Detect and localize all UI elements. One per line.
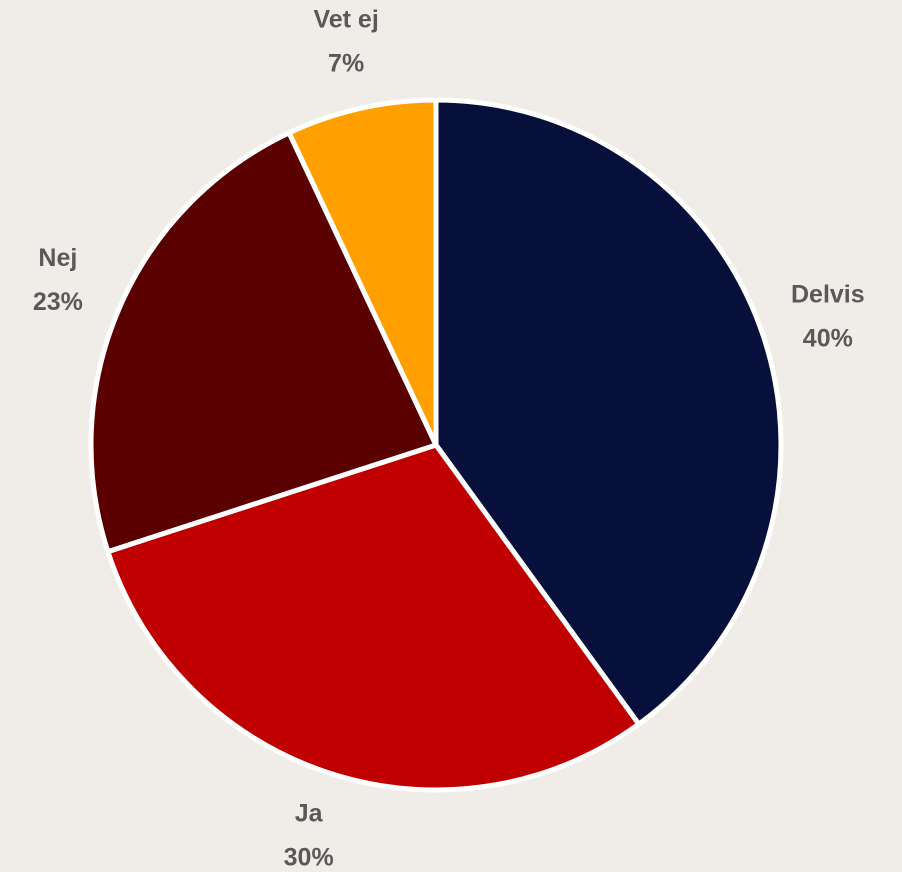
slice-value-label: 23% [33, 288, 83, 316]
pie-slice [286, 97, 439, 448]
slice-value-label: 30% [284, 843, 334, 867]
pie-slice [88, 130, 439, 555]
slice-category-label: Vet ej [313, 6, 378, 34]
slice-value-label: 40% [803, 324, 853, 352]
slice-category-label: Nej [38, 244, 77, 272]
pie-slice [105, 442, 642, 793]
pie-slice [433, 97, 784, 727]
slice-category-label: Delvis [791, 280, 865, 308]
slice-value-label: 7% [328, 50, 364, 78]
slice-category-label: Ja [295, 799, 324, 827]
